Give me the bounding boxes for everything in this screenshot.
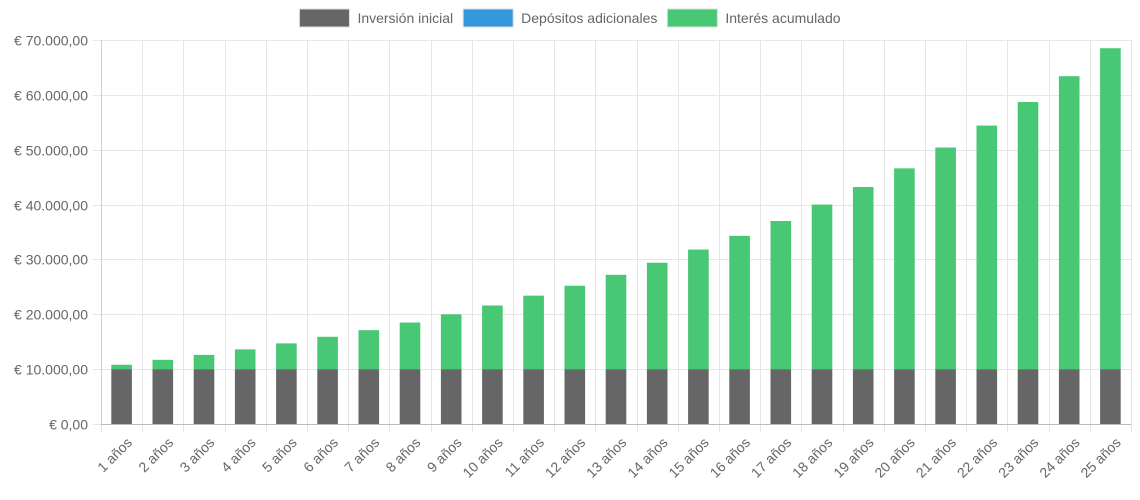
bar-initial-investment [1017, 369, 1039, 424]
bar-initial-investment [1058, 369, 1080, 424]
x-tick-label: 22 años [954, 434, 1001, 481]
bar-accrued-interest [935, 147, 956, 370]
y-tick-label: € 50.000,00 [14, 143, 88, 159]
bar-initial-investment [852, 369, 874, 424]
x-tick-label: 10 años [459, 434, 506, 481]
x-tick-label: 24 años [1036, 434, 1083, 481]
bar-accrued-interest [440, 314, 462, 370]
y-tick-label: € 60.000,00 [14, 88, 88, 104]
bar-accrued-interest [523, 295, 544, 370]
y-tick-label: € 10.000,00 [14, 362, 88, 378]
x-tick-label: 19 años [830, 434, 877, 481]
bar-accrued-interest [1058, 76, 1080, 370]
bar-accrued-interest [894, 168, 915, 370]
bar-initial-investment [935, 369, 956, 424]
bar-initial-investment [688, 369, 709, 424]
bar-initial-investment [276, 369, 297, 424]
y-tick-label: € 70.000,00 [14, 33, 88, 49]
bar-accrued-interest [276, 343, 297, 370]
bar-initial-investment [770, 369, 792, 424]
legend-label: Depósitos adicionales [521, 10, 657, 26]
bar-accrued-interest [193, 354, 215, 370]
x-tick-label: 8 años [382, 434, 423, 475]
bar-initial-investment [234, 369, 256, 424]
x-tick-label: 2 años [135, 434, 176, 475]
x-tick-label: 17 años [748, 434, 795, 481]
x-tick-label: 15 años [665, 434, 712, 481]
bar-initial-investment [564, 369, 586, 424]
bar-accrued-interest [646, 262, 668, 370]
bar-accrued-interest [811, 204, 833, 370]
x-tick-label: 3 años [176, 434, 217, 475]
x-tick-label: 1 años [94, 434, 135, 475]
bar-initial-investment [523, 369, 544, 424]
y-tick-label: € 0,00 [49, 417, 88, 433]
bar-initial-investment [605, 369, 627, 424]
bar-accrued-interest [358, 330, 380, 370]
x-tick-label: 12 años [542, 434, 589, 481]
bar-accrued-interest [729, 235, 750, 370]
x-tick-label: 4 años [218, 434, 259, 475]
bar-initial-investment [646, 369, 668, 424]
x-tick-label: 7 años [341, 434, 382, 475]
bar-initial-investment [482, 369, 503, 424]
bar-initial-investment [440, 369, 462, 424]
bar-initial-investment [317, 369, 338, 424]
bar-accrued-interest [482, 305, 503, 370]
x-tick-label: 20 años [871, 434, 918, 481]
x-tick-label: 5 años [259, 434, 300, 475]
x-tick-label: 21 años [913, 434, 960, 481]
x-tick-label: 18 años [789, 434, 836, 481]
y-tick-label: € 20.000,00 [14, 307, 88, 323]
bar-accrued-interest [852, 187, 874, 370]
bar-initial-investment [976, 369, 998, 424]
bar-accrued-interest [399, 322, 421, 370]
bar-accrued-interest [1100, 48, 1121, 370]
bar-initial-investment [152, 369, 174, 424]
bar-initial-investment [399, 369, 421, 424]
bar-initial-investment [358, 369, 380, 424]
x-tick-label: 25 años [1077, 434, 1124, 481]
bar-initial-investment [894, 369, 915, 424]
bar-accrued-interest [564, 285, 586, 370]
bar-accrued-interest [770, 221, 792, 370]
bar-accrued-interest [111, 364, 132, 370]
x-tick-label: 23 años [995, 434, 1042, 481]
y-tick-label: € 30.000,00 [14, 252, 88, 268]
bar-accrued-interest [688, 249, 709, 370]
bar-initial-investment [811, 369, 833, 424]
legend-swatch [462, 8, 514, 28]
bar-accrued-interest [1017, 101, 1039, 370]
x-tick-label: 14 años [624, 434, 671, 481]
bar-initial-investment [729, 369, 750, 424]
bar-accrued-interest [317, 336, 338, 370]
x-tick-label: 16 años [707, 434, 754, 481]
legend-label: Inversión inicial [357, 10, 453, 26]
bar-accrued-interest [234, 349, 256, 370]
bar-initial-investment [1100, 369, 1121, 424]
bar-accrued-interest [976, 125, 998, 370]
bar-accrued-interest [152, 359, 174, 370]
x-tick-label: 6 años [300, 434, 341, 475]
x-tick-label: 13 años [583, 434, 630, 481]
y-tick-label: € 40.000,00 [14, 198, 88, 214]
legend-swatch [298, 8, 350, 28]
bar-accrued-interest [605, 274, 627, 370]
bar-initial-investment [111, 369, 132, 424]
bar-initial-investment [193, 369, 215, 424]
legend-label: Interés acumulado [725, 10, 840, 26]
legend-swatch [666, 8, 718, 28]
x-tick-label: 11 años [501, 434, 547, 480]
